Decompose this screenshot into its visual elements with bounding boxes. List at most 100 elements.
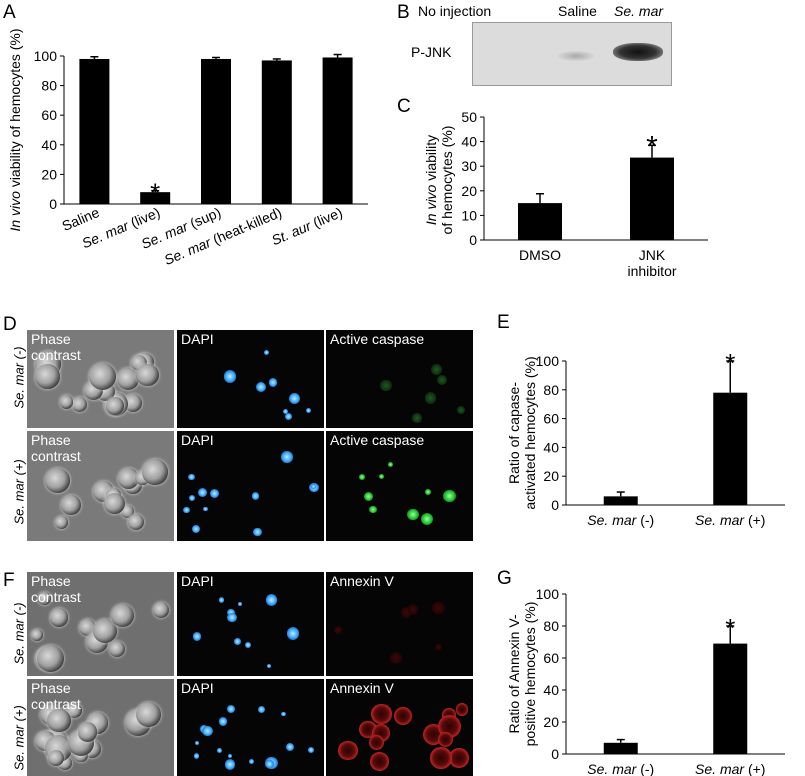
micrograph-d-caspase-neg: Active caspase — [326, 330, 473, 428]
cell — [401, 607, 413, 619]
cell — [288, 392, 301, 405]
cell — [265, 594, 278, 606]
y-tick-label: 100 — [34, 48, 58, 64]
bar — [261, 60, 292, 204]
panel-label-g: G — [497, 568, 512, 589]
cell — [338, 740, 358, 761]
row-label-d-pos: Se. mar (+) — [11, 459, 27, 525]
cell — [193, 753, 200, 759]
cell — [412, 412, 423, 423]
cell — [265, 759, 274, 769]
y-tick-label: 60 — [41, 107, 57, 123]
tile-label: DAPI — [181, 573, 214, 589]
bar — [140, 192, 171, 204]
significance-star: * — [725, 613, 735, 643]
panel-label-e: E — [497, 312, 510, 333]
row-label-f-pos: Se. mar (+) — [11, 705, 27, 771]
category-label: JNK — [639, 247, 666, 263]
cell — [47, 749, 64, 766]
y-axis-label: In vivo viability of hemocytes (%) — [7, 28, 23, 231]
cell — [106, 397, 124, 415]
panel-label-f: F — [3, 570, 15, 591]
micrograph-d-dapi-pos: DAPI — [177, 431, 324, 541]
cell — [103, 493, 125, 515]
tile-label: Phase contrast — [31, 331, 81, 363]
cell — [60, 495, 81, 515]
y-tick-label: 0 — [551, 746, 559, 762]
bar — [518, 203, 562, 240]
row-label-d-neg: Se. mar (-) — [11, 346, 27, 409]
cell — [455, 703, 469, 716]
cell — [203, 506, 208, 512]
y-tick-label: 40 — [461, 134, 477, 150]
cell — [88, 362, 117, 390]
cell — [71, 396, 87, 412]
y-tick-label: 0 — [49, 196, 57, 212]
cell — [92, 619, 117, 643]
cell — [202, 725, 213, 736]
tile-label: DAPI — [181, 331, 214, 347]
tile-label: DAPI — [181, 432, 214, 448]
cell — [424, 392, 437, 404]
y-tick-label: 20 — [41, 166, 57, 182]
row-label-f-neg: Se. mar (-) — [11, 602, 27, 665]
cell — [264, 350, 270, 356]
cell — [108, 640, 126, 657]
cell — [210, 488, 220, 498]
cell — [310, 483, 317, 489]
cell — [252, 527, 262, 537]
cell — [434, 643, 442, 651]
cell — [123, 393, 142, 412]
tile-label: Active caspase — [330, 432, 425, 448]
cell — [37, 644, 65, 672]
cell — [407, 508, 419, 521]
cell — [127, 514, 144, 531]
blot-band-se-mar — [613, 43, 663, 61]
cell — [237, 601, 242, 606]
cell — [380, 380, 392, 392]
bar — [201, 58, 231, 205]
y-tick-label: 0 — [469, 232, 477, 248]
tile-label: DAPI — [181, 680, 214, 696]
cell — [443, 489, 456, 503]
category-label: Se. mar (-) — [587, 761, 654, 776]
panel-label-b: B — [397, 2, 410, 23]
chart-g: 0 20 40 60 80 100 Se. mar (-) * Se. mar (+) Ratio… — [506, 586, 785, 776]
blot-row-label: P-JNK — [411, 44, 452, 60]
y-tick-label: 40 — [543, 439, 559, 455]
blot-lane-label-no-injection: No injection — [418, 3, 492, 19]
cell — [218, 717, 228, 726]
cell — [388, 461, 394, 467]
bar — [322, 57, 353, 205]
cell — [31, 628, 44, 641]
cell — [142, 459, 168, 485]
cell — [334, 625, 343, 635]
cell — [116, 367, 140, 391]
micrograph-f-annexin-neg: Annexin V — [326, 572, 473, 676]
cell — [234, 637, 241, 645]
cell — [47, 708, 71, 733]
cell — [227, 612, 237, 623]
tile-label: Active caspase — [330, 331, 425, 347]
bar — [713, 392, 748, 505]
micrograph-d-phase-pos: Phase contrast — [27, 431, 174, 541]
y-axis-label-line1: Ratio of Annexin V- — [506, 614, 522, 733]
chart-e: 0 20 40 60 80 100 Se. mar (-) * Se. mar (+) Ratio… — [506, 348, 785, 528]
cell — [457, 406, 465, 414]
y-tick-label: 40 — [543, 682, 559, 698]
cell — [218, 597, 225, 604]
cell — [188, 473, 196, 481]
y-axis-label-line1: In vivo viability — [423, 135, 439, 225]
cell — [369, 505, 378, 514]
cell — [136, 363, 159, 387]
cell — [192, 524, 201, 533]
y-axis-label-line1: Ratio of capase- — [506, 382, 522, 484]
cell — [286, 627, 300, 640]
cell — [38, 592, 52, 605]
micrograph-d-phase-neg: Phase contrast — [27, 330, 174, 428]
blot-lane-label-saline: Saline — [558, 3, 597, 19]
cell — [369, 735, 385, 750]
category-label: inhibitor — [627, 263, 676, 279]
cell — [266, 664, 272, 669]
category-label: Se. mar (+) — [695, 761, 765, 776]
